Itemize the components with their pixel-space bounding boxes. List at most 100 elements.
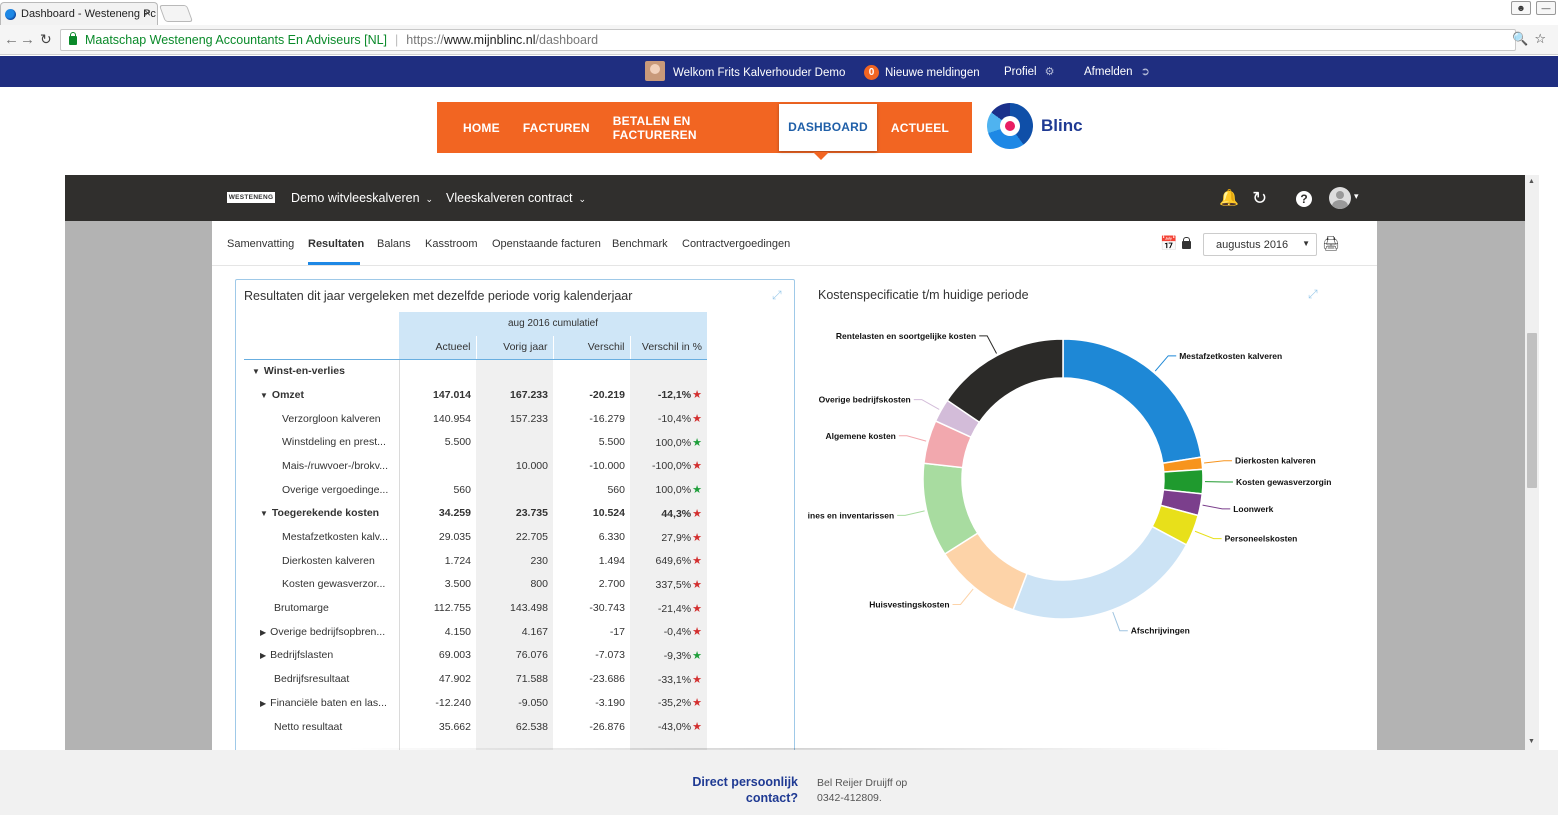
user-photo-avatar: [645, 61, 665, 81]
minimize-window-icon[interactable]: —: [1536, 1, 1556, 15]
nav-betalen-en-factureren[interactable]: BETALEN EN FACTUREREN: [612, 113, 697, 142]
tab-resultaten[interactable]: Resultaten: [308, 238, 365, 250]
column-header-actueel[interactable]: Actueel: [399, 335, 477, 360]
table-row[interactable]: ▼ Winst-en-verlies: [244, 359, 707, 384]
user-profile-window-icon[interactable]: ☻: [1511, 1, 1531, 15]
row-label: Netto resultaat: [244, 715, 399, 739]
table-row: Brutomarge 112.755 143.498 -30.743 -21,4%★: [244, 596, 707, 620]
donut-slice[interactable]: [1012, 525, 1188, 620]
cell-verschil: 2.700: [598, 578, 625, 591]
notifications-link[interactable]: 0 Nieuwe meldingen: [864, 65, 980, 80]
table-row[interactable]: ▼ Toegerekende kosten 34.259 23.735 10.524 44…: [244, 501, 707, 526]
table-row[interactable]: ▶ Overige bedrijfsopbren... 4.150 4.167 -17-…: [244, 619, 707, 644]
company-dropdown[interactable]: Demo witvleeskalveren ⌄: [291, 191, 433, 205]
forward-arrow-icon[interactable]: →: [20, 31, 35, 48]
cell-verschil-pct-value: 44,3%: [661, 507, 692, 520]
collapse-triangle-icon[interactable]: ▼: [260, 509, 268, 519]
period-select-value: augustus 2016: [1216, 239, 1289, 251]
browser-tab[interactable]: Dashboard - Westeneng Pc ×: [0, 2, 158, 25]
contract-dropdown[interactable]: Vleeskalveren contract ⌄: [446, 191, 586, 205]
tab-contractvergoedingen[interactable]: Contractvergoedingen: [682, 238, 791, 250]
blinc-logo[interactable]: Blinc: [987, 103, 1083, 149]
tab-kasstroom[interactable]: Kasstroom: [425, 238, 478, 250]
bell-icon[interactable]: 🔔: [1219, 190, 1239, 207]
user-menu-caret-icon[interactable]: ▾: [1354, 191, 1359, 201]
slice-label: Rentelasten en soortgelijke kosten: [836, 331, 976, 341]
table-row[interactable]: ▶ Financiële baten en las... -12.240 -9.050…: [244, 691, 707, 715]
cell-verschil: 1.494: [598, 554, 625, 567]
column-header-vorig-jaar[interactable]: Vorig jaar: [476, 335, 554, 360]
calendar-icon[interactable]: 📅: [1160, 235, 1178, 251]
row-label[interactable]: ▶ Bedrijfslasten: [244, 644, 399, 668]
slice-leader-line: [1194, 530, 1222, 540]
scrollbar-thumb[interactable]: [1527, 333, 1537, 488]
profile-label: Profiel: [1004, 65, 1037, 78]
nav-actueel[interactable]: ACTUEEL: [890, 120, 949, 135]
profile-link[interactable]: Profiel ⚙: [1004, 65, 1054, 79]
expand-icon[interactable]: ⤢: [772, 288, 782, 302]
tab-openstaande-facturen[interactable]: Openstaande facturen: [492, 238, 601, 250]
row-label-text: Overige bedrijfsopbren...: [270, 625, 386, 638]
scroll-up-icon[interactable]: ▲: [1528, 178, 1535, 185]
cell-actueel: -12.240: [398, 691, 476, 715]
dashboard-content: Samenvatting Resultaten Balans Kasstroom…: [212, 221, 1377, 763]
user-avatar-menu[interactable]: [1329, 187, 1351, 209]
table-row[interactable]: ▼ Omzet 147.014 167.233 -20.219 -12,1%★: [244, 383, 707, 407]
expand-triangle-icon[interactable]: ▶: [260, 627, 267, 637]
red-star-icon: ★: [692, 389, 702, 402]
footer-phone[interactable]: 0342-412809.: [817, 792, 882, 804]
collapse-triangle-icon[interactable]: ▼: [260, 390, 268, 400]
table-row: Mestafzetkosten kalv... 29.035 22.705 6.330…: [244, 525, 707, 549]
zoom-and-bookmark-icons[interactable]: 🔍☆: [1512, 31, 1552, 46]
refresh-icon[interactable]: ↻: [1252, 188, 1268, 208]
table-row[interactable]: ▶ Bedrijfslasten 69.003 76.076 -7.073 -9,3%★: [244, 643, 707, 668]
footer-contact-question: Direct persoonlijk contact?: [692, 774, 798, 806]
row-label[interactable]: ▶ Overige bedrijfsopbren...: [244, 620, 399, 644]
row-label[interactable]: ▶ Financiële baten en las...: [244, 691, 399, 715]
row-label[interactable]: ▼ Winst-en-verlies: [244, 359, 399, 383]
tab-samenvatting[interactable]: Samenvatting: [227, 238, 295, 250]
slice-label: Algemene kosten: [825, 431, 895, 441]
help-icon[interactable]: ?: [1296, 191, 1312, 207]
nav-home[interactable]: HOME: [463, 120, 500, 135]
welcome-user[interactable]: Welkom Frits Kalverhouder Demo: [645, 61, 845, 81]
footer-question-line1: Direct persoonlijk: [692, 775, 798, 789]
lock-icon[interactable]: [1182, 237, 1191, 249]
green-star-icon: ★: [692, 484, 702, 497]
nav-dashboard[interactable]: DASHBOARD: [779, 104, 877, 151]
expand-triangle-icon[interactable]: ▶: [260, 651, 267, 661]
cell-verschil-pct: 27,9%★: [630, 525, 707, 549]
back-arrow-icon[interactable]: ←: [4, 31, 19, 48]
url-input[interactable]: Maatschap Westeneng Accountants En Advis…: [60, 29, 1516, 51]
period-select[interactable]: augustus 2016 ▼: [1203, 233, 1317, 256]
cell-actueel: 34.259: [398, 501, 476, 526]
print-icon[interactable]: 🖨: [1322, 235, 1340, 251]
scroll-down-icon[interactable]: ▼: [1528, 738, 1535, 745]
red-star-icon: ★: [692, 555, 702, 568]
tab-balans[interactable]: Balans: [377, 238, 411, 250]
cell-verschil: -10.000: [589, 459, 625, 472]
cell-verschil-pct-value: 100,0%: [655, 436, 692, 449]
reload-icon[interactable]: ↻: [40, 31, 52, 47]
table-row: Overige vergoedinge... 560 560 100,0%★: [244, 477, 707, 502]
expand-icon[interactable]: ⤢: [1308, 287, 1318, 301]
cell-actueel: 140.954: [398, 406, 476, 431]
cell-vorig-jaar: 76.076: [476, 643, 553, 668]
dashboard-header: WESTENENG Demo witvleeskalveren ⌄ Vleeska…: [65, 175, 1525, 221]
row-label[interactable]: ▼ Omzet: [244, 383, 399, 407]
close-tab-icon[interactable]: ×: [143, 6, 151, 20]
row-label[interactable]: ▼ Toegerekende kosten: [244, 502, 399, 526]
cell-verschil: -20.219: [589, 388, 625, 401]
collapse-triangle-icon[interactable]: ▼: [252, 367, 260, 377]
column-header-verschil-pct[interactable]: Verschil in %: [630, 335, 707, 360]
results-group-header: aug 2016 cumulatief: [399, 312, 707, 336]
expand-triangle-icon[interactable]: ▶: [260, 698, 267, 708]
new-tab-button[interactable]: [158, 5, 194, 22]
cell-verschil-pct-value: -100,0%: [652, 460, 692, 473]
tab-benchmark[interactable]: Benchmark: [612, 238, 668, 250]
logout-link[interactable]: Afmelden ➲: [1084, 65, 1150, 79]
column-header-verschil[interactable]: Verschil: [553, 335, 631, 360]
page-scrollbar[interactable]: ▲ ▼: [1525, 175, 1539, 750]
donut-slice[interactable]: [946, 338, 1064, 424]
nav-facturen[interactable]: FACTUREN: [522, 120, 590, 135]
